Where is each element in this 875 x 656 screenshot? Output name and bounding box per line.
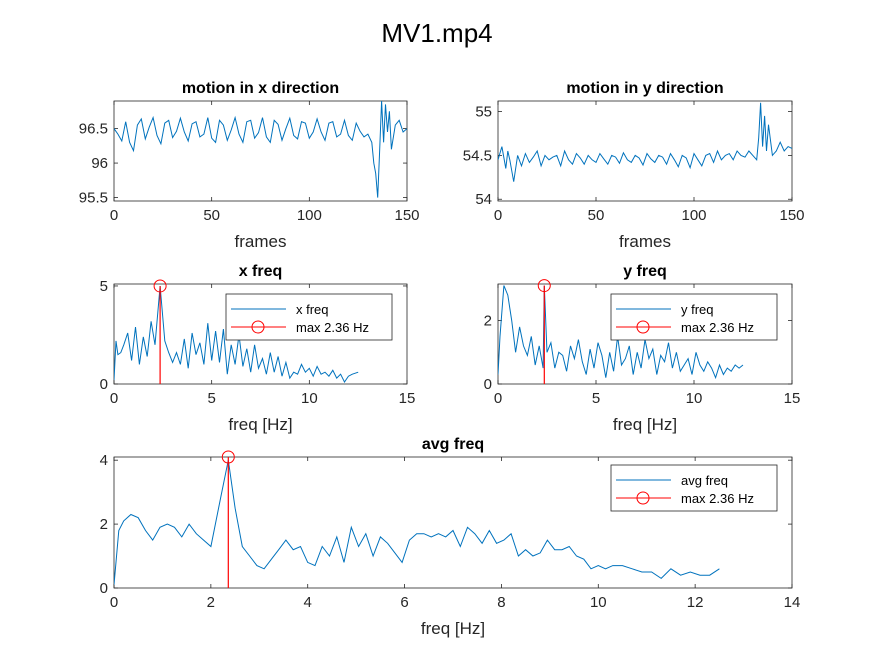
y-tick-label: 0 bbox=[100, 376, 108, 393]
x-tick-label: 0 bbox=[494, 207, 502, 224]
avg-freq-title: avg freq bbox=[422, 436, 484, 453]
motion-x-xlabel: frames bbox=[235, 232, 287, 251]
legend-box bbox=[225, 293, 393, 341]
x-tick-label: 0 bbox=[494, 390, 502, 407]
avg-freq-series-line bbox=[114, 460, 720, 585]
x-tick-label: 4 bbox=[304, 594, 312, 611]
legend-entry: x freq bbox=[296, 302, 329, 317]
y-tick-label: 96 bbox=[91, 155, 108, 172]
x-tick-label: 8 bbox=[497, 594, 505, 611]
legend-box bbox=[610, 293, 778, 341]
x-tick-label: 5 bbox=[592, 390, 600, 407]
legend-entry: y freq bbox=[681, 302, 714, 317]
motion-y-xlabel: frames bbox=[619, 232, 671, 251]
avg-freq-xlabel: freq [Hz] bbox=[421, 619, 485, 638]
y-freq-axes: 0 5 10 15 0 2 y freq freq [Hz] y freq max 2.36 Hz bbox=[484, 263, 801, 434]
legend-entry: avg freq bbox=[681, 473, 728, 488]
x-tick-label: 2 bbox=[207, 594, 215, 611]
motion-x-title: motion in x direction bbox=[182, 80, 339, 97]
y-freq-legend: y freq max 2.36 Hz bbox=[610, 293, 778, 341]
legend-box bbox=[610, 464, 778, 512]
y-tick-label: 55 bbox=[475, 104, 492, 121]
x-freq-xlabel: freq [Hz] bbox=[228, 415, 292, 434]
y-tick-label: 54.5 bbox=[463, 147, 492, 164]
y-tick-label: 96.5 bbox=[79, 121, 108, 138]
x-tick-label: 10 bbox=[590, 594, 607, 611]
x-tick-label: 100 bbox=[681, 207, 706, 224]
figure-title: MV1.mp4 bbox=[381, 18, 492, 48]
legend-peak-marker bbox=[251, 320, 265, 334]
x-tick-label: 150 bbox=[394, 207, 419, 224]
x-tick-label: 10 bbox=[301, 390, 318, 407]
legend-entry: max 2.36 Hz bbox=[681, 320, 754, 335]
y-tick-label: 2 bbox=[484, 313, 492, 330]
legend-entry: max 2.36 Hz bbox=[296, 320, 369, 335]
motion-x-series-line bbox=[114, 100, 407, 198]
legend-peak-marker bbox=[636, 320, 650, 334]
y-tick-label: 5 bbox=[100, 278, 108, 295]
x-freq-title: x freq bbox=[239, 263, 283, 280]
y-tick-label: 54 bbox=[475, 191, 492, 208]
x-tick-label: 12 bbox=[687, 594, 704, 611]
x-tick-label: 14 bbox=[784, 594, 801, 611]
x-tick-label: 5 bbox=[207, 390, 215, 407]
x-tick-label: 10 bbox=[686, 390, 703, 407]
motion-y-series-line bbox=[498, 102, 792, 182]
avg-freq-peak-marker bbox=[221, 450, 235, 464]
x-tick-label: 0 bbox=[110, 390, 118, 407]
x-tick-label: 15 bbox=[399, 390, 416, 407]
x-freq-series-line bbox=[114, 285, 359, 383]
x-tick-label: 0 bbox=[110, 207, 118, 224]
motion-x-plot-area bbox=[113, 100, 408, 202]
x-freq-legend: x freq max 2.36 Hz bbox=[225, 293, 393, 341]
x-tick-label: 15 bbox=[784, 390, 801, 407]
x-tick-label: 50 bbox=[203, 207, 220, 224]
x-tick-label: 50 bbox=[588, 207, 605, 224]
x-tick-label: 100 bbox=[297, 207, 322, 224]
x-freq-axes: 0 5 10 15 0 5 x freq freq [Hz] x freq max 2.36 Hz bbox=[100, 263, 416, 434]
y-tick-label: 95.5 bbox=[79, 190, 108, 207]
x-freq-peak-marker bbox=[153, 279, 167, 293]
x-tick-label: 150 bbox=[779, 207, 804, 224]
legend-entry: max 2.36 Hz bbox=[681, 491, 754, 506]
motion-y-plot-area bbox=[497, 100, 793, 202]
y-tick-label: 4 bbox=[100, 452, 108, 469]
avg-freq-legend: avg freq max 2.36 Hz bbox=[610, 464, 778, 512]
motion-y-axes: 0 50 100 150 54 54.5 55 motion in y direction fr… bbox=[463, 80, 805, 251]
y-tick-label: 0 bbox=[484, 376, 492, 393]
y-tick-label: 0 bbox=[100, 580, 108, 597]
y-freq-peak-marker bbox=[537, 279, 551, 293]
y-freq-xlabel: freq [Hz] bbox=[613, 415, 677, 434]
y-freq-title: y freq bbox=[623, 263, 667, 280]
avg-freq-axes: 0 2 4 6 8 10 12 14 0 2 4 avg freq freq [Hz] avg freq m… bbox=[100, 436, 801, 638]
motion-y-title: motion in y direction bbox=[566, 80, 723, 97]
motion-x-axes: 0 50 100 150 95.5 96 96.5 motion in x direction… bbox=[79, 80, 420, 251]
legend-peak-marker bbox=[636, 491, 650, 505]
y-tick-label: 2 bbox=[100, 516, 108, 533]
x-tick-label: 6 bbox=[400, 594, 408, 611]
x-tick-label: 0 bbox=[110, 594, 118, 611]
